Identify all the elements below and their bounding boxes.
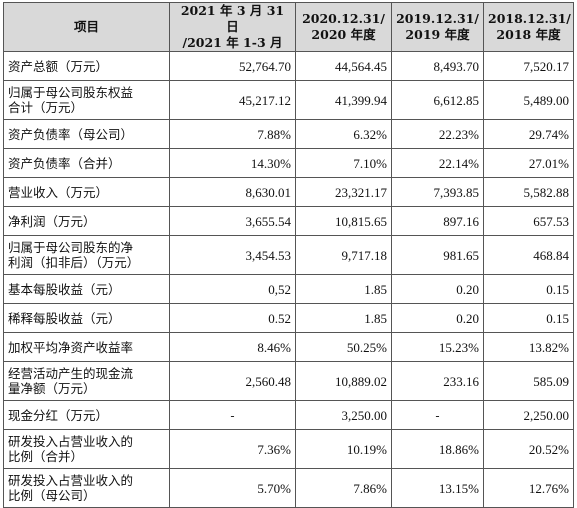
cell-2021q1: 2,560.48 [169,361,296,401]
cell-2018: 5,582.88 [483,177,574,207]
cell-2020: 1.85 [295,303,392,333]
cell-2020: 23,321.17 [295,177,392,207]
cell-2018: 27.01% [483,148,574,178]
cell-2018: 13.82% [483,332,574,362]
row-label: 加权平均净资产收益率 [3,332,170,362]
cell-2019: - [391,400,484,430]
table-row: 归属于母公司股东的净 利润（扣非后）（万元） 3,454.53 9,717.18 … [3,235,574,275]
cell-2019: 8,493.70 [391,51,484,81]
cell-2020: 50.25% [295,332,392,362]
cell-2021q1: 14.30% [169,148,296,178]
row-label: 资产总额（万元） [3,51,170,81]
header-item: 项目 [3,2,170,52]
header-2019: 2019.12.31/2019 年度 [391,2,484,52]
cell-2019: 981.65 [391,235,484,275]
row-label: 研发投入占营业收入的 比例（母公司） [3,468,170,508]
table-row: 资产总额（万元） 52,764.70 44,564.45 8,493.70 7,… [3,51,574,81]
cell-2020: 41,399.94 [295,80,392,120]
table-row: 研发投入占营业收入的 比例（母公司） 5.70% 7.86% 13.15% 12.… [3,468,574,508]
cell-2018: 468.84 [483,235,574,275]
row-label: 稀释每股收益（元） [3,303,170,333]
table-row: 资产负债率（母公司） 7.88% 6.32% 22.23% 29.74% [3,119,574,149]
table-row: 净利润（万元） 3,655.54 10,815.65 897.16 657.53 [3,206,574,236]
cell-2019: 897.16 [391,206,484,236]
cell-2019: 0.20 [391,303,484,333]
cell-2021q1: 0,52 [169,274,296,304]
financial-summary-table: 项目 2021 年 3 月 31 日/2021 年 1-3 月 2020.12.… [3,2,574,508]
cell-2021q1: 3,655.54 [169,206,296,236]
cell-2021q1: 0.52 [169,303,296,333]
cell-2018: 657.53 [483,206,574,236]
cell-2019: 22.23% [391,119,484,149]
row-label: 研发投入占营业收入的 比例（合并） [3,429,170,469]
cell-2018: 0.15 [483,303,574,333]
cell-2018: 12.76% [483,468,574,508]
cell-2018: 5,489.00 [483,80,574,120]
table-row: 营业收入（万元） 8,630.01 23,321.17 7,393.85 5,5… [3,177,574,207]
table-row: 资产负债率（合并） 14.30% 7.10% 22.14% 27.01% [3,148,574,178]
table-row: 加权平均净资产收益率 8.46% 50.25% 15.23% 13.82% [3,332,574,362]
cell-2021q1: 45,217.12 [169,80,296,120]
cell-2021q1: 5.70% [169,468,296,508]
cell-2020: 6.32% [295,119,392,149]
cell-2021q1: 52,764.70 [169,51,296,81]
cell-2018: 0.15 [483,274,574,304]
cell-2019: 22.14% [391,148,484,178]
table-row: 研发投入占营业收入的 比例（合并） 7.36% 10.19% 18.86% 20.… [3,429,574,469]
table-row: 现金分红（万元） - 3,250.00 - 2,250.00 [3,400,574,430]
financial-table-container: 项目 2021 年 3 月 31 日/2021 年 1-3 月 2020.12.… [3,2,574,508]
cell-2019: 6,612.85 [391,80,484,120]
header-2021q1: 2021 年 3 月 31 日/2021 年 1-3 月 [169,2,296,52]
cell-2021q1: 7.88% [169,119,296,149]
row-label: 资产负债率（母公司） [3,119,170,149]
cell-2020: 7.10% [295,148,392,178]
cell-2020: 10.19% [295,429,392,469]
cell-2019: 7,393.85 [391,177,484,207]
cell-2021q1: 8.46% [169,332,296,362]
cell-2020: 1.85 [295,274,392,304]
table-row: 归属于母公司股东权益 合计（万元） 45,217.12 41,399.94 6,6… [3,80,574,120]
cell-2018: 2,250.00 [483,400,574,430]
cell-2021q1: - [169,400,296,430]
table-header-row: 项目 2021 年 3 月 31 日/2021 年 1-3 月 2020.12.… [3,2,574,52]
row-label: 归属于母公司股东的净 利润（扣非后）（万元） [3,235,170,275]
row-label: 经营活动产生的现金流 量净额（万元） [3,361,170,401]
cell-2020: 3,250.00 [295,400,392,430]
cell-2021q1: 7.36% [169,429,296,469]
cell-2021q1: 8,630.01 [169,177,296,207]
row-label: 归属于母公司股东权益 合计（万元） [3,80,170,120]
table-row: 经营活动产生的现金流 量净额（万元） 2,560.48 10,889.02 233… [3,361,574,401]
table-row: 基本每股收益（元） 0,52 1.85 0.20 0.15 [3,274,574,304]
cell-2018: 20.52% [483,429,574,469]
header-2018: 2018.12.31/2018 年度 [483,2,574,52]
cell-2019: 13.15% [391,468,484,508]
table-row: 稀释每股收益（元） 0.52 1.85 0.20 0.15 [3,303,574,333]
cell-2018: 585.09 [483,361,574,401]
header-2020: 2020.12.31/2020 年度 [295,2,392,52]
cell-2020: 10,889.02 [295,361,392,401]
cell-2018: 29.74% [483,119,574,149]
cell-2019: 15.23% [391,332,484,362]
row-label: 营业收入（万元） [3,177,170,207]
cell-2019: 18.86% [391,429,484,469]
cell-2019: 0.20 [391,274,484,304]
cell-2021q1: 3,454.53 [169,235,296,275]
cell-2019: 233.16 [391,361,484,401]
cell-2020: 9,717.18 [295,235,392,275]
row-label: 基本每股收益（元） [3,274,170,304]
row-label: 资产负债率（合并） [3,148,170,178]
cell-2020: 44,564.45 [295,51,392,81]
cell-2020: 7.86% [295,468,392,508]
row-label: 净利润（万元） [3,206,170,236]
cell-2020: 10,815.65 [295,206,392,236]
row-label: 现金分红（万元） [3,400,170,430]
cell-2018: 7,520.17 [483,51,574,81]
